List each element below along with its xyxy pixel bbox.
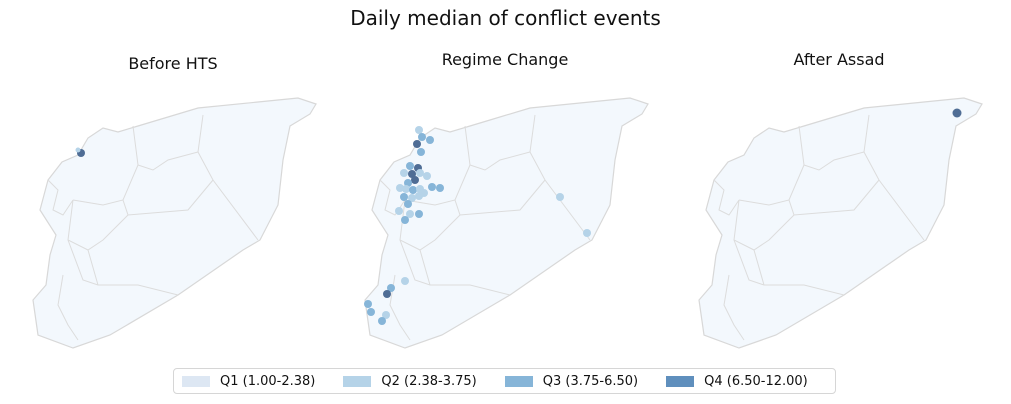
event-hexes (364, 126, 591, 325)
legend-swatch-q4 (666, 375, 695, 387)
event-hex-q4 (952, 108, 962, 118)
panel-title-regime-change: Regime Change (441, 50, 569, 69)
panel-title-after-assad: After Assad (793, 50, 885, 69)
legend-swatch-q1 (182, 375, 210, 387)
legend-item-q1: Q1 (1.00-2.38) (182, 374, 315, 389)
legend-item-q3: Q3 (3.75-6.50) (504, 373, 639, 389)
legend-swatch-q2 (343, 375, 372, 387)
governorate-borders (713, 114, 925, 341)
legend: Q1 (1.00-2.38) Q2 (2.38-3.75) Q3 (3.75-6… (173, 368, 836, 394)
governorate-borders (379, 114, 591, 341)
legend-item-q4: Q4 (6.50-12.00) (666, 374, 808, 389)
figure-title: Daily median of conflict events (350, 6, 661, 30)
map-panel-before-hts: Before HTS (8, 48, 338, 358)
legend-item-q2: Q2 (2.38-3.75) (343, 373, 477, 389)
legend-label-q2: Q2 (2.38-3.75) (381, 373, 477, 389)
legend-label-q1: Q1 (1.00-2.38) (220, 373, 316, 389)
map-after-assad (698, 97, 983, 349)
map-panel-regime-change: Regime Change (340, 48, 670, 358)
map-before-hts (32, 97, 317, 349)
syria-outline (698, 97, 983, 349)
panel-title-before-hts: Before HTS (128, 54, 218, 73)
map-panel-after-assad: After Assad (674, 48, 1004, 358)
legend-swatch-q3 (504, 375, 533, 387)
syria-outline (32, 97, 317, 349)
event-hex-q2 (75, 147, 81, 153)
legend-label-q3: Q3 (3.75-6.50) (542, 373, 639, 389)
governorate-borders (47, 114, 259, 341)
legend-label-q4: Q4 (6.50-12.00) (704, 373, 808, 389)
map-regime-change (364, 97, 649, 349)
